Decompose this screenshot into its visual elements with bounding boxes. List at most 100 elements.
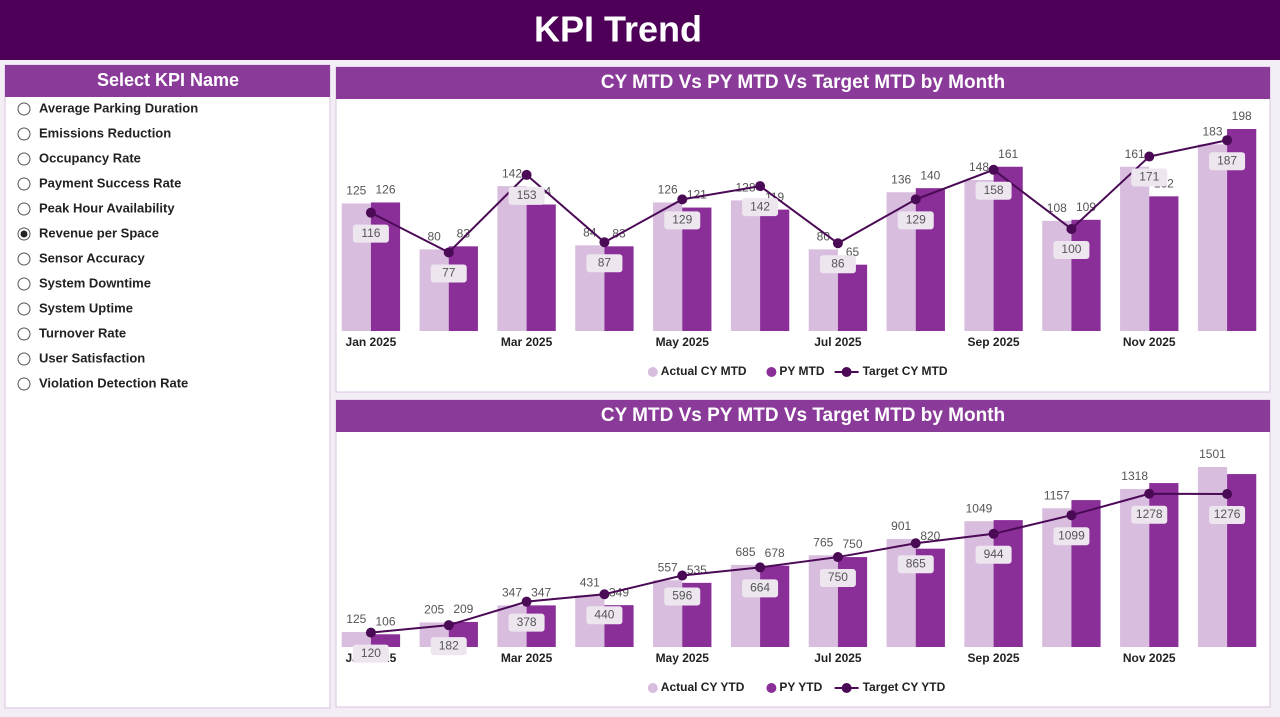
data-label-box	[1209, 505, 1246, 524]
line-point	[443, 247, 454, 258]
slicer-option-label: Emissions Reduction	[39, 125, 171, 140]
data-label: 100	[1061, 242, 1081, 256]
data-label-box	[586, 606, 623, 625]
data-label: 171	[1139, 170, 1159, 184]
data-label: 209	[453, 602, 473, 616]
data-label: 347	[502, 586, 522, 600]
data-label: 1276	[1214, 507, 1241, 521]
slicer-option-label: Violation Detection Rate	[39, 375, 188, 390]
slicer-option[interactable]: Sensor Accuracy	[17, 250, 146, 266]
slicer-option-label: Peak Hour Availability	[39, 200, 175, 215]
radio-button	[17, 127, 31, 141]
line-point	[521, 169, 532, 180]
data-label-box	[430, 264, 467, 283]
line-point	[910, 538, 921, 549]
bar	[730, 564, 761, 647]
data-label: 664	[750, 581, 770, 595]
chart-panel	[335, 66, 1271, 393]
chart-title: CY MTD Vs PY MTD Vs Target MTD by Month	[601, 405, 1005, 426]
data-label: 126	[375, 183, 395, 197]
line-point	[677, 194, 688, 205]
data-label: 183	[1202, 124, 1222, 138]
slicer-option[interactable]: System Uptime	[17, 300, 133, 316]
data-label-box	[586, 254, 623, 273]
slicer-option[interactable]: Average Parking Duration	[17, 100, 198, 116]
radio-button	[17, 327, 31, 341]
data-label: 142	[750, 199, 770, 213]
bar	[964, 180, 994, 331]
slicer-option[interactable]: Emissions Reduction	[17, 125, 171, 141]
data-label: 944	[984, 547, 1004, 561]
data-label: 87	[598, 255, 612, 269]
x-tick-label: Mar 2025	[501, 651, 553, 665]
slicer-option-label: System Downtime	[39, 275, 151, 290]
data-label: 901	[891, 519, 911, 533]
line	[370, 492, 1228, 634]
data-label-box	[1053, 527, 1090, 546]
data-label: 1099	[1058, 528, 1085, 542]
legend-label: PY YTD	[779, 680, 822, 694]
slicer-option-label: Revenue per Space	[39, 225, 159, 240]
slicer-option[interactable]: Turnover Rate	[17, 325, 126, 341]
data-label: 129	[906, 213, 926, 227]
line-point	[1222, 488, 1233, 499]
data-label: 378	[517, 615, 537, 629]
header-bar	[0, 0, 1280, 60]
line-point	[755, 562, 766, 573]
line-point	[521, 596, 532, 607]
data-label: 108	[1047, 201, 1067, 215]
slicer-option[interactable]: Payment Success Rate	[17, 175, 181, 191]
data-label: 106	[375, 614, 395, 628]
radio-button	[17, 352, 31, 366]
data-label: 116	[361, 226, 380, 240]
line-point	[910, 194, 921, 205]
radio-button	[17, 302, 31, 316]
slicer-option[interactable]: System Downtime	[17, 275, 151, 291]
data-label: 120	[361, 646, 381, 660]
bar	[1120, 166, 1150, 331]
data-label-box	[430, 637, 467, 656]
data-label: 161	[998, 147, 1018, 161]
slicer-option[interactable]: Revenue per Space	[17, 225, 159, 241]
data-label: 765	[813, 535, 833, 549]
slicer-options: Average Parking Duration Emissions Reduct…	[17, 100, 198, 391]
bar	[448, 246, 478, 331]
line-point	[1144, 488, 1155, 499]
data-label: 1318	[1121, 469, 1148, 483]
legend: Actual CY MTD PY MTD Target CY MTD	[647, 364, 948, 378]
slicer-option[interactable]: Occupancy Rate	[17, 150, 141, 166]
slicer-option[interactable]: Violation Detection Rate	[17, 375, 188, 391]
data-label: 685	[735, 545, 755, 559]
line-point	[1066, 223, 1077, 234]
data-label: 205	[424, 603, 444, 617]
data-label: 820	[920, 529, 940, 543]
bar	[915, 188, 945, 331]
legend-label: PY MTD	[779, 364, 824, 378]
data-label-box	[352, 224, 389, 243]
page-title: KPI Trend	[534, 9, 702, 50]
slicer-option[interactable]: Peak Hour Availability	[17, 200, 175, 216]
data-label: 1049	[966, 501, 993, 515]
x-tick-label: Jan 2025	[346, 335, 397, 349]
x-tick-label: Nov 2025	[1123, 335, 1176, 349]
line-point	[443, 620, 454, 631]
data-label-box	[664, 587, 701, 606]
slicer-option-label: Payment Success Rate	[39, 175, 181, 190]
legend-marker	[766, 683, 777, 693]
bar	[1149, 196, 1179, 331]
line-point	[832, 238, 843, 249]
line-point	[599, 237, 610, 248]
slicer-option[interactable]: User Satisfaction	[17, 350, 145, 366]
data-label: 129	[672, 213, 692, 227]
data-label: 347	[531, 586, 551, 600]
data-label: 140	[920, 168, 940, 182]
data-label: 557	[658, 560, 678, 574]
data-label: 1157	[1044, 488, 1070, 502]
bar	[808, 555, 838, 647]
legend-marker	[841, 367, 852, 377]
data-label-box	[664, 211, 701, 230]
data-label-box	[1131, 168, 1168, 187]
data-label-box	[897, 211, 934, 230]
